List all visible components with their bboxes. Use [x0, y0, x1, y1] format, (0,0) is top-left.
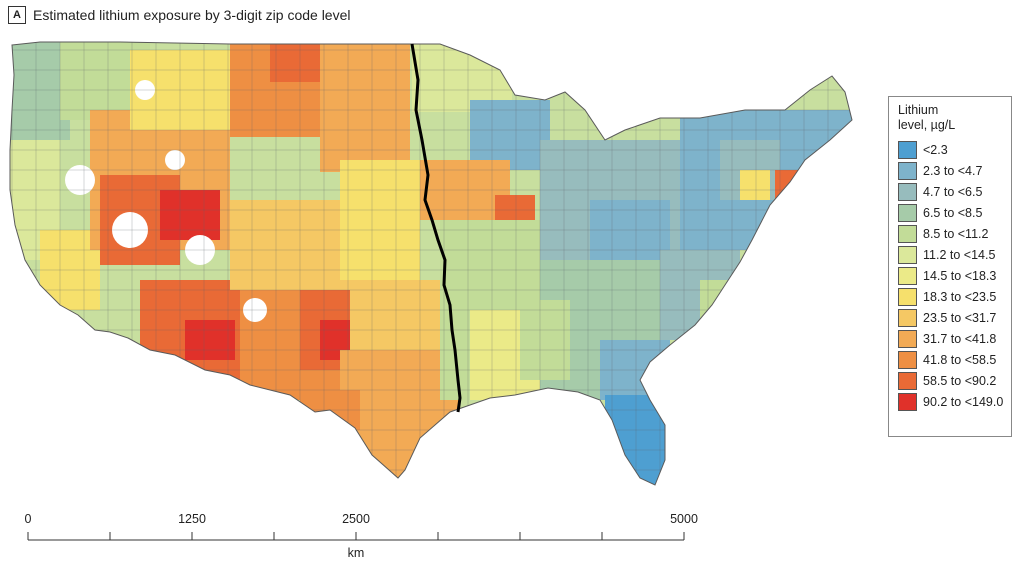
- legend-label: 8.5 to <11.2: [923, 226, 989, 241]
- legend-swatch: [898, 266, 917, 285]
- scale-tick-label: 2500: [342, 512, 370, 526]
- legend-label: 41.8 to <58.5: [923, 352, 997, 367]
- scale-tick-label: 5000: [670, 512, 698, 526]
- panel-label: A: [8, 6, 26, 24]
- scale-unit: km: [347, 546, 365, 560]
- legend-label: 90.2 to <149.0: [923, 394, 1004, 409]
- legend-label: 18.3 to <23.5: [923, 289, 997, 304]
- legend-item: 41.8 to <58.5: [898, 349, 1003, 370]
- legend-swatch: [898, 140, 917, 159]
- map-title: Estimated lithium exposure by 3-digit zi…: [33, 7, 351, 23]
- legend-swatch: [898, 350, 917, 369]
- legend-label: 4.7 to <6.5: [923, 184, 983, 199]
- legend-swatch: [898, 245, 917, 264]
- legend-item: 11.2 to <14.5: [898, 244, 1003, 265]
- legend-swatch: [898, 371, 917, 390]
- map-regions: [10, 42, 852, 485]
- scale-tick-label: 0: [24, 512, 32, 526]
- legend-item: 23.5 to <31.7: [898, 307, 1003, 328]
- legend-item: <2.3: [898, 139, 1003, 160]
- legend-label: 58.5 to <90.2: [923, 373, 997, 388]
- legend-label: 31.7 to <41.8: [923, 331, 997, 346]
- legend-items: <2.3 2.3 to <4.7 4.7 to <6.5 6.5 to <8.5 8.5…: [898, 139, 1003, 412]
- legend-swatch: [898, 224, 917, 243]
- legend-title: Lithium level, µg/L: [898, 103, 956, 132]
- legend-label: 2.3 to <4.7: [923, 163, 983, 178]
- black-boundary-line: [410, 43, 462, 413]
- legend-item: 90.2 to <149.0: [898, 391, 1003, 412]
- legend-swatch: [898, 329, 917, 348]
- legend-item: 2.3 to <4.7: [898, 160, 1003, 181]
- legend-label: 6.5 to <8.5: [923, 205, 983, 220]
- legend-swatch: [898, 203, 917, 222]
- scale-bar: 0 1250 2500 5000 km: [20, 512, 700, 562]
- legend-swatch: [898, 182, 917, 201]
- legend-item: 14.5 to <18.3: [898, 265, 1003, 286]
- legend-item: 58.5 to <90.2: [898, 370, 1003, 391]
- legend-swatch: [898, 161, 917, 180]
- scale-bar-line: [27, 532, 685, 541]
- scale-tick-label: 1250: [178, 512, 206, 526]
- map-header: A Estimated lithium exposure by 3-digit …: [8, 4, 351, 26]
- legend: Lithium level, µg/L <2.3 2.3 to <4.7 4.7 t…: [888, 96, 1012, 437]
- legend-item: 6.5 to <8.5: [898, 202, 1003, 223]
- legend-label: 11.2 to <14.5: [923, 247, 996, 262]
- legend-label: 14.5 to <18.3: [923, 268, 997, 283]
- legend-item: 8.5 to <11.2: [898, 223, 1003, 244]
- legend-swatch: [898, 287, 917, 306]
- legend-item: 31.7 to <41.8: [898, 328, 1003, 349]
- legend-item: 4.7 to <6.5: [898, 181, 1003, 202]
- legend-swatch: [898, 392, 917, 411]
- legend-label: 23.5 to <31.7: [923, 310, 997, 325]
- legend-swatch: [898, 308, 917, 327]
- legend-item: 18.3 to <23.5: [898, 286, 1003, 307]
- legend-label: <2.3: [923, 142, 948, 157]
